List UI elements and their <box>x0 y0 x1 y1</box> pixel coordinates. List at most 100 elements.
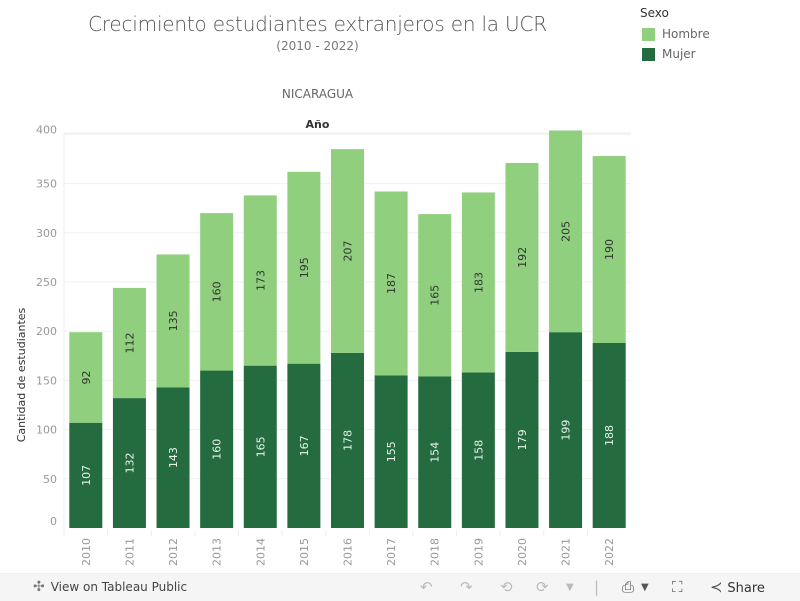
stacked-bar-chart: Año 0 50 100 150 200 250 300 350 400 Cantidad de e… <box>15 118 631 566</box>
fullscreen-icon[interactable]: ⛶ <box>672 578 683 596</box>
refresh-dropdown-icon[interactable]: ▼ <box>566 582 574 593</box>
data-label-hombre: 183 <box>472 272 485 293</box>
data-label-hombre: 192 <box>516 247 529 268</box>
data-label-hombre: 207 <box>342 241 355 262</box>
share-icon: ≺ <box>710 578 723 596</box>
bar-hombre-2019[interactable] <box>461 192 495 373</box>
y-tick-label: 350 <box>36 178 57 191</box>
view-on-tableau-link[interactable]: ✣ View on Tableau Public <box>33 579 187 595</box>
legend-swatch-mujer <box>642 47 655 61</box>
legend-swatch-hombre <box>642 27 655 41</box>
y-tick-label: 0 <box>50 515 57 528</box>
download-dropdown-icon[interactable]: ▼ <box>641 582 649 593</box>
legend-label-mujer: Mujer <box>662 47 696 61</box>
redo-icon[interactable]: ↷ <box>460 578 473 596</box>
chart-subtitle: (2010 - 2022) <box>276 39 359 53</box>
data-label-mujer: 179 <box>516 429 529 450</box>
bar-hombre-2014[interactable] <box>243 195 277 366</box>
share-button[interactable]: ≺ Share <box>710 578 765 596</box>
bar-hombre-2016[interactable] <box>331 149 364 353</box>
divider: | <box>594 578 600 596</box>
legend: Sexo Hombre Mujer <box>640 6 710 64</box>
bar-hombre-2012[interactable] <box>156 254 190 388</box>
tableau-toolbar: ✣ View on Tableau Public ↶ ↷ ⟲ ⟳ ▼ | ⎙ ▼… <box>0 573 800 601</box>
bar-mujer-2021[interactable] <box>549 332 583 528</box>
bar-mujer-2016[interactable] <box>331 352 364 528</box>
x-tick-label: 2011 <box>123 538 136 566</box>
data-label-mujer: 160 <box>211 439 224 460</box>
x-tick-label: 2015 <box>298 538 311 566</box>
bar-hombre-2020[interactable] <box>505 162 539 352</box>
y-axis-title: Cantidad de estudiantes <box>15 307 28 442</box>
x-axis-title: Año <box>306 118 330 131</box>
revert-icon[interactable]: ⟲ <box>500 578 513 596</box>
bar-mujer-2020[interactable] <box>505 351 539 528</box>
x-tick-label: 2010 <box>80 538 93 566</box>
bar-mujer-2012[interactable] <box>156 387 190 528</box>
download-icon[interactable]: ⎙ <box>622 578 635 596</box>
data-label-mujer: 165 <box>254 436 267 457</box>
refresh-icon[interactable]: ⟳ <box>536 578 549 596</box>
bar-hombre-2011[interactable] <box>112 287 146 399</box>
x-tick-label: 2016 <box>342 538 355 566</box>
x-tick-label: 2021 <box>560 538 573 566</box>
x-tick-label: 2018 <box>429 538 442 566</box>
x-tick-label: 2022 <box>603 538 616 566</box>
bar-mujer-2019[interactable] <box>461 372 495 528</box>
y-tick-label: 250 <box>36 276 57 289</box>
x-tick-label: 2012 <box>167 538 180 566</box>
tableau-logo-icon: ✣ <box>33 579 45 595</box>
bar-mujer-2017[interactable] <box>374 375 408 528</box>
y-tick-label: 150 <box>36 374 57 387</box>
bar-hombre-2017[interactable] <box>374 191 408 376</box>
x-tick-label: 2019 <box>472 538 485 566</box>
data-label-hombre: 92 <box>80 370 93 384</box>
bar-hombre-2013[interactable] <box>200 213 234 371</box>
bar-mujer-2015[interactable] <box>287 363 321 528</box>
y-tick-label: 200 <box>36 325 57 338</box>
bar-mujer-2011[interactable] <box>112 398 146 528</box>
data-label-mujer: 107 <box>80 465 93 486</box>
data-label-hombre: 112 <box>123 333 136 354</box>
y-tick-label: 100 <box>36 424 57 437</box>
bar-hombre-2015[interactable] <box>287 171 321 364</box>
data-label-hombre: 195 <box>298 257 311 278</box>
data-label-hombre: 190 <box>603 239 616 260</box>
y-tick-label: 50 <box>43 473 57 486</box>
data-label-mujer: 188 <box>603 425 616 446</box>
bar-hombre-2010[interactable] <box>69 332 103 423</box>
data-label-mujer: 154 <box>429 442 442 463</box>
bar-mujer-2022[interactable] <box>592 343 626 528</box>
data-label-hombre: 187 <box>385 273 398 294</box>
data-label-hombre: 165 <box>429 285 442 306</box>
x-tick-label: 2020 <box>516 538 529 566</box>
data-label-hombre: 135 <box>167 310 180 331</box>
bar-mujer-2013[interactable] <box>200 370 234 528</box>
panel-label: NICARAGUA <box>281 87 354 101</box>
bar-hombre-2022[interactable] <box>592 156 626 344</box>
legend-item-hombre[interactable]: Hombre <box>640 24 710 44</box>
data-label-mujer: 155 <box>385 441 398 462</box>
y-tick-label: 300 <box>36 227 57 240</box>
bar-hombre-2018[interactable] <box>418 214 452 377</box>
x-tick-label: 2013 <box>211 538 224 566</box>
x-tick-label: 2014 <box>254 538 267 566</box>
share-label: Share <box>727 581 765 596</box>
data-label-mujer: 178 <box>342 430 355 451</box>
undo-icon[interactable]: ↶ <box>420 578 433 596</box>
bar-mujer-2010[interactable] <box>69 422 103 528</box>
data-label-hombre: 160 <box>211 281 224 302</box>
legend-item-mujer[interactable]: Mujer <box>640 44 710 64</box>
data-label-mujer: 158 <box>472 440 485 461</box>
bar-hombre-2021[interactable] <box>549 130 583 333</box>
bar-mujer-2014[interactable] <box>243 365 277 528</box>
bar-mujer-2018[interactable] <box>418 376 452 528</box>
data-label-hombre: 205 <box>560 221 573 242</box>
x-tick-label: 2017 <box>385 538 398 566</box>
data-label-mujer: 167 <box>298 435 311 456</box>
legend-label-hombre: Hombre <box>662 27 710 41</box>
data-label-mujer: 143 <box>167 447 180 468</box>
y-tick-label: 400 <box>36 123 57 136</box>
data-label-mujer: 199 <box>560 420 573 441</box>
view-on-tableau-label: View on Tableau Public <box>50 580 188 594</box>
